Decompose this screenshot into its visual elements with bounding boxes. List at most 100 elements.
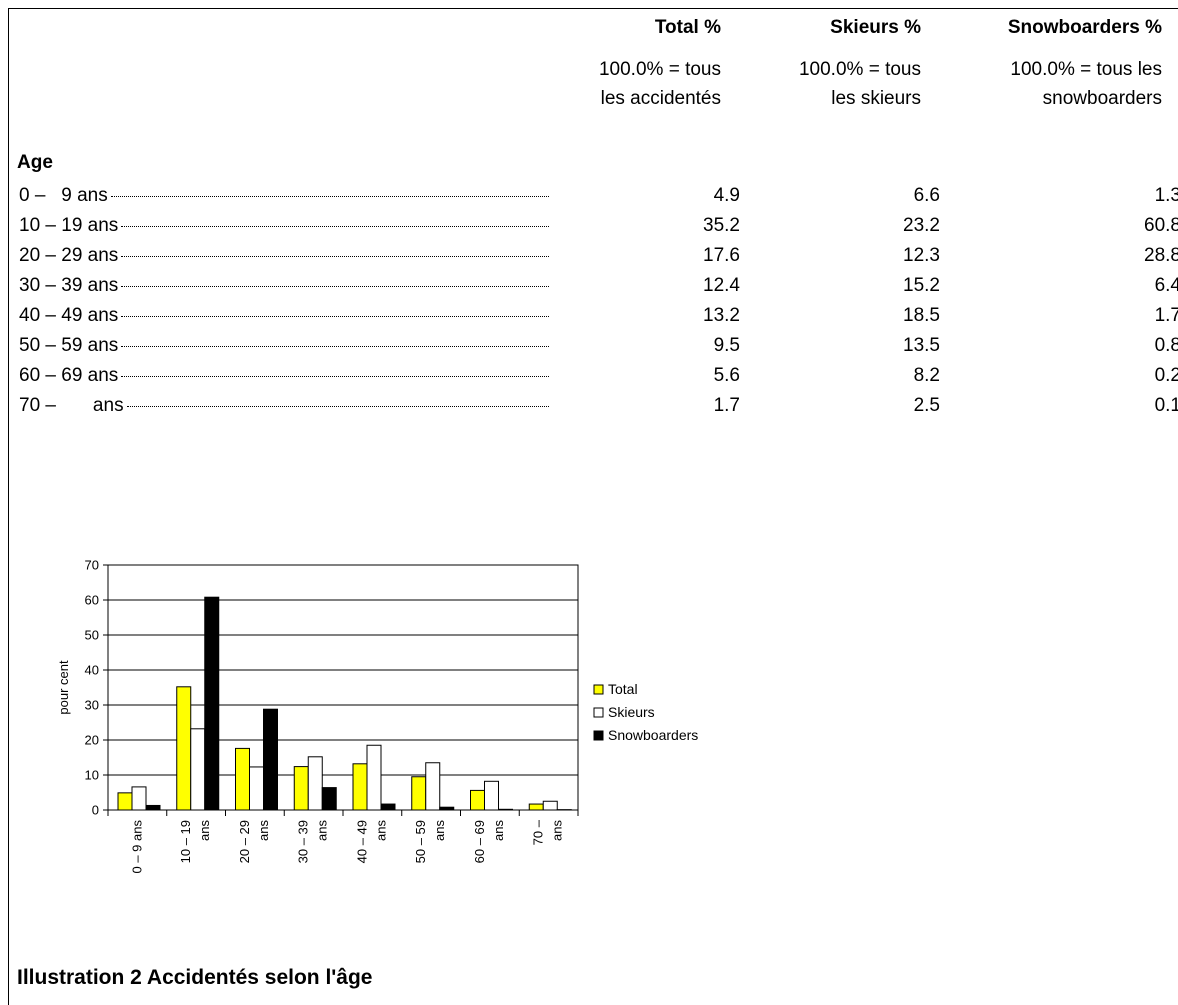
cell-snowboarders: 6.4 [1154,275,1178,296]
table-row: 70 – ans 1.7 2.5 0.1 [19,393,1178,423]
cell-total: 1.7 [713,395,740,416]
dot-leader [110,196,549,197]
bar-total [470,789,485,811]
cell-snowboarders: 1.3 [1154,185,1178,206]
dot-leader [121,376,549,377]
cell-skieurs: 15.2 [903,275,940,296]
cell-snowboarders: 28.8 [1144,245,1178,266]
bar-skieurs [190,728,206,811]
subheader-skieurs-line-2: les skieurs [831,88,921,109]
bar-total [352,763,368,811]
x-tick-label: 10 – 19 [178,820,193,863]
x-tick-label: ans [197,820,212,841]
subheader-total-line-2: les accidentés [600,88,721,109]
cell-snowboarders: 1.7 [1154,305,1178,326]
x-tick-label: ans [550,820,565,841]
subheader-snowboarders-line-1: 100.0% = tous les [1010,59,1162,80]
dot-leader [121,286,549,287]
x-tick-label: ans [491,820,506,841]
row-label: 30 – 39 ans [19,275,119,296]
bar-total [411,776,427,811]
cell-skieurs: 12.3 [903,245,940,266]
cell-total: 35.2 [703,215,740,236]
bar-total [176,686,192,811]
row-label: 0 – 9 ans [19,185,108,206]
x-tick-label: 50 – 59 [413,820,428,863]
bar-total [117,792,133,811]
y-tick-label: 50 [85,628,99,643]
subheader-snowboarders-line-2: snowboarders [1042,88,1162,109]
row-label: 50 – 59 ans [19,335,119,356]
header-skieurs: Skieurs % [830,17,921,38]
cell-snowboarders: 0.1 [1154,395,1178,416]
y-tick-label: 0 [92,803,99,818]
cell-snowboarders: 0.2 [1154,365,1178,386]
cell-total: 12.4 [703,275,740,296]
legend-swatch-skieurs [593,707,604,718]
table-row: 40 – 49 ans 13.2 18.5 1.7 [19,303,1178,333]
header-total: Total % [654,17,721,38]
age-bar-chart: 0 10 20 30 40 50 60 70 pour cent 0 – 9 ans 10 – 19… [56,558,698,874]
bar-snowboarders [380,803,396,811]
legend-label-skieurs: Skieurs [608,704,655,720]
table-row: 30 – 39 ans 12.4 15.2 6.4 [19,273,1178,303]
row-label: 20 – 29 ans [19,245,119,266]
table-row: 10 – 19 ans 35.2 23.2 60.8 [19,213,1178,243]
table-row: 50 – 59 ans 9.5 13.5 0.8 [19,333,1178,363]
subheader-skieurs-line-1: 100.0% = tous [798,59,921,80]
y-tick-label: 40 [85,663,99,678]
bar-snowboarders [145,804,161,811]
bar-total [293,766,309,811]
y-tick-label: 70 [85,558,99,573]
x-tick-label: 20 – 29 [237,820,252,863]
subheader-skieurs: 100.0% = tous les skieurs [740,55,921,113]
bar-skieurs [484,780,499,811]
y-axis-label: pour cent [56,660,71,715]
cell-snowboarders: 0.8 [1154,335,1178,356]
x-tick-label: ans [373,820,388,841]
header-snowboarders: Snowboarders % [1007,17,1162,38]
cell-skieurs: 2.5 [913,395,940,416]
x-tick-label: 70 – [531,819,546,845]
cell-total: 17.6 [703,245,740,266]
dot-leader [121,226,549,227]
bar-snowboarders [498,808,513,811]
row-label: 40 – 49 ans [19,305,119,326]
bar-skieurs [366,744,382,811]
cell-total: 5.6 [713,365,740,386]
y-tick-label: 20 [85,733,99,748]
bar-snowboarders [263,708,278,811]
y-tick-label: 60 [85,593,99,608]
bar-total [528,803,544,811]
dot-leader [121,256,549,257]
cell-skieurs: 8.2 [913,365,940,386]
x-tick-label: 60 – 69 [472,820,487,863]
legend-swatch-snowboarders [593,730,604,741]
bar-snowboarders [321,787,337,811]
bar-snowboarders [439,806,455,811]
subheader-total: 100.0% = tous les accidentés [540,55,721,113]
cell-snowboarders: 60.8 [1144,215,1178,236]
y-tick-label: 10 [85,768,99,783]
x-tick-label: 40 – 49 [354,820,369,863]
legend-label-snowboarders: Snowboarders [608,727,698,743]
dot-leader [121,346,549,347]
legend-label-total: Total [608,681,638,697]
legend-swatch-total [593,684,604,695]
bar-total [235,747,250,811]
row-label: 60 – 69 ans [19,365,119,386]
row-label: 10 – 19 ans [19,215,119,236]
bar-skieurs [307,756,323,811]
x-tick-label: ans [315,820,330,841]
document-frame [8,8,1178,1005]
cell-skieurs: 13.5 [903,335,940,356]
bar-skieurs [131,786,147,811]
dot-leader [126,406,549,407]
section-label-age: Age [17,152,53,173]
cell-skieurs: 18.5 [903,305,940,326]
subheader-total-line-1: 100.0% = tous [598,59,721,80]
x-tick-label: ans [256,820,271,841]
bar-skieurs [542,800,558,811]
y-tick-label: 30 [85,698,99,713]
bar-skieurs [249,766,264,811]
